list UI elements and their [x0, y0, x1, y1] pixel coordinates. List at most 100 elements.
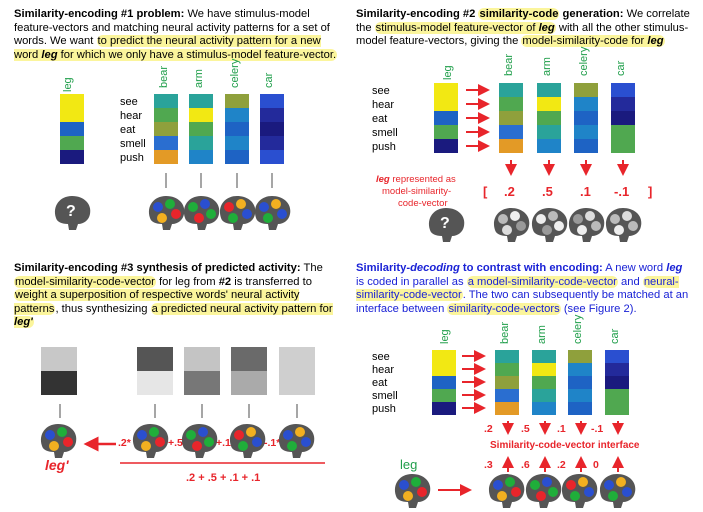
panel4-title: Similarity- — [356, 262, 411, 274]
p4-arm-vector — [532, 350, 556, 415]
p1-brain-car — [254, 196, 291, 230]
p4-word-bear: bear — [499, 322, 511, 344]
panel4-title-end: to contrast with encoding: — [459, 262, 603, 274]
panel2-title: Similarity-encoding #2 — [356, 8, 479, 20]
p4-car-vector — [605, 350, 629, 415]
p4-neural-codes: .3 .6 .2 0 — [484, 459, 599, 471]
p2-note: leg represented as model-similarity- cod… — [376, 174, 456, 209]
p4-bear-vector — [495, 350, 519, 415]
p1-feature-labels: see hear eat smell push — [120, 96, 146, 164]
p2-car-vector — [611, 83, 635, 153]
p4-interface-label: Similarity-code-vector interface — [490, 440, 640, 451]
p2-celery-vector — [574, 83, 598, 153]
panel4-title-italic: decoding — [410, 262, 460, 274]
p4-down-arrows — [502, 421, 624, 435]
p1-leg-vector — [60, 94, 84, 164]
p4-model-codes: .2 .5 .1 -.1 — [484, 423, 603, 435]
p2-word-bear: bear — [503, 54, 515, 76]
p2-word-arm: arm — [541, 57, 553, 76]
p2-leg-vector — [434, 83, 458, 153]
p4-leg-vector — [432, 350, 456, 415]
p4-neural-code-1: .6 — [521, 459, 530, 471]
p1-word-leg: leg — [62, 77, 74, 92]
panel2-highlight: stimulus-model feature-vector of leg — [374, 21, 556, 34]
p4-model-code-3: -.1 — [591, 423, 603, 435]
p4-up-arrows — [502, 456, 624, 472]
p1-arm-vector — [189, 94, 213, 164]
panel2-highlight-2: model-similarity-code for leg — [521, 35, 665, 48]
p4-neural-code-3: 0 — [593, 459, 599, 471]
p4-brain-bear — [488, 474, 525, 508]
p3-brain-bear — [132, 424, 169, 458]
svg-text:?: ? — [66, 203, 76, 220]
panel4-text-b: is coded in parallel as — [356, 275, 467, 288]
p4-leg-label: leg — [400, 457, 417, 472]
p3-predicted-pattern — [41, 347, 77, 395]
panel1-word: leg — [41, 48, 58, 61]
panel3-ref: #2 — [218, 275, 232, 288]
p2-row-arrows — [466, 84, 490, 152]
p4-brain-celery — [561, 474, 598, 508]
p1-connectors — [165, 173, 273, 188]
p1-word-car: car — [263, 72, 275, 88]
p4-feature-hear: hear — [372, 364, 394, 376]
p3-brain-arm — [181, 424, 218, 458]
panel3-text-d: , thus synthesizing — [55, 302, 151, 315]
panel4-caption: Similarity-decoding to contrast with enc… — [356, 262, 691, 316]
p4-feature-labels: see hear eat smell push — [372, 351, 398, 415]
p2-feature-labels: see hear eat smell push — [372, 85, 398, 153]
p3-result-label: leg' — [45, 457, 69, 473]
p4-celery-vector — [568, 350, 592, 415]
panel2-title-highlight: similarity-code — [478, 8, 560, 20]
p3-arm-pattern — [184, 347, 220, 395]
p2-brain-car — [605, 208, 642, 242]
p4-row-arrows — [462, 350, 486, 414]
p3-connectors — [59, 404, 298, 418]
p2-word-leg: leg — [442, 65, 454, 80]
p2-close-bracket: ] — [648, 184, 652, 199]
p2-feature-hear: hear — [372, 99, 394, 111]
p2-note-text-3: code-vector — [398, 198, 448, 209]
p1-brain-bear — [148, 196, 185, 230]
p3-brain-result — [40, 424, 77, 458]
p1-feature-smell: smell — [120, 138, 146, 150]
panel4-highlight: a model-similarity-code-vector — [466, 275, 618, 288]
p4-neural-code-0: .3 — [484, 459, 493, 471]
panel1-caption: Similarity-encoding #1 problem: We have … — [14, 8, 344, 62]
panel3-caption: Similarity-encoding #3 synthesis of pred… — [14, 262, 344, 330]
p1-car-vector — [260, 94, 284, 164]
p4-word-leg: leg — [439, 329, 451, 344]
p2-bear-vector — [499, 83, 523, 153]
p4-word-arm: arm — [536, 325, 548, 344]
p2-open-bracket: [ — [483, 184, 488, 199]
p1-celery-vector — [225, 94, 249, 164]
p1-word-arm: arm — [193, 69, 205, 88]
p2-arm-vector — [537, 83, 561, 153]
p2-code-0: .2 — [504, 184, 515, 199]
panel4-highlight-3: similarity-code-vectors — [447, 302, 561, 315]
p2-feature-smell: smell — [372, 127, 398, 139]
p2-word-car: car — [615, 60, 627, 76]
panel4-word: leg — [666, 262, 683, 274]
p4-feature-see: see — [372, 351, 390, 363]
p2-brain-bear — [493, 208, 530, 242]
p1-feature-push: push — [120, 152, 144, 164]
p2-brain-celery — [568, 208, 605, 242]
panel1-text: We have stimulus-model feature-vectors a… — [14, 8, 330, 48]
p1-feature-see: see — [120, 96, 138, 108]
panel1-title: Similarity-encoding #1 problem: — [14, 8, 185, 20]
p3-car-pattern — [279, 347, 315, 395]
p4-feature-push: push — [372, 403, 396, 415]
p2-feature-see: see — [372, 85, 390, 97]
p1-word-bear: bear — [158, 66, 170, 88]
p2-code-2: .1 — [580, 184, 591, 199]
p2-code-1: .5 — [542, 184, 553, 199]
p1-brain-unknown: ? — [54, 196, 91, 230]
p4-model-code-1: .5 — [521, 423, 530, 435]
panel4-text-e: (see Figure 2). — [560, 302, 637, 315]
p4-model-code-0: .2 — [484, 423, 493, 435]
p2-feature-eat: eat — [372, 113, 387, 125]
p3-brain-celery — [229, 424, 266, 458]
p3-brain-car — [278, 424, 315, 458]
